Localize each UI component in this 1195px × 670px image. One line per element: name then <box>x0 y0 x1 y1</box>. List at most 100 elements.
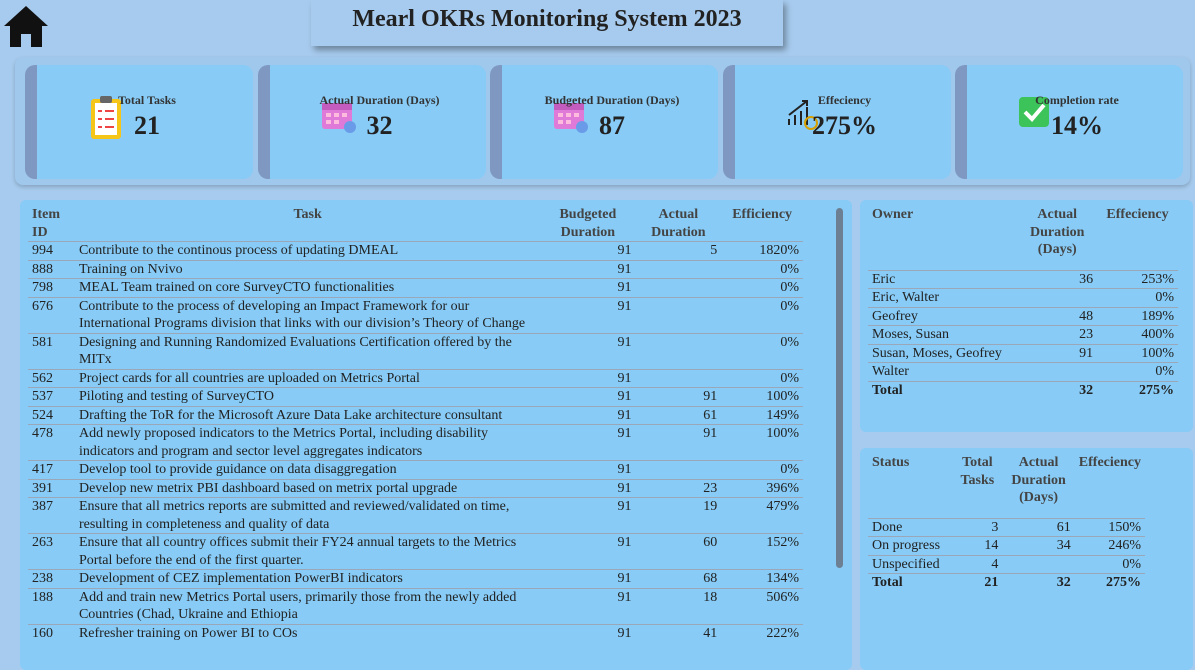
cell: 676 <box>28 296 75 333</box>
cell: 32 <box>1002 573 1075 592</box>
cell: Ensure that all metrics reports are subm… <box>74 497 541 534</box>
cell: 0% <box>721 368 803 388</box>
cell: 23 <box>1017 325 1098 344</box>
cell <box>635 278 722 297</box>
cell: Development of CEZ implementation PowerB… <box>74 569 541 588</box>
column-header: Item ID <box>32 207 60 240</box>
cell: 253% <box>1097 269 1178 289</box>
cell: 0% <box>721 296 803 333</box>
table-row: 562 Project cards for all countries are u… <box>28 368 803 388</box>
cell: Walter <box>868 362 1018 381</box>
cell: 91 <box>540 278 636 297</box>
cell: Total <box>868 573 953 592</box>
cell: Piloting and testing of SurveyCTO <box>74 387 541 406</box>
cell <box>635 368 722 388</box>
cell: 150% <box>1074 517 1145 537</box>
cell: 18 <box>635 587 722 624</box>
cell: 100% <box>1097 343 1178 363</box>
cell: 61 <box>1002 517 1075 537</box>
cell: 60 <box>635 533 722 570</box>
kpi-label: Budgeted Duration (Days) <box>544 93 680 107</box>
cell: 91 <box>540 460 636 479</box>
cell: On progress <box>868 536 953 555</box>
cell: 68 <box>635 569 722 588</box>
kpi-card: Completion rate 14% <box>955 65 1183 179</box>
cell: 417 <box>28 460 75 479</box>
total-row: Total 21 32 275% <box>868 573 1145 592</box>
cell: 32 <box>1017 380 1098 399</box>
cell: 275% <box>1074 573 1145 592</box>
cell: 21 <box>952 573 1003 592</box>
cell <box>1002 554 1075 574</box>
cell: Develop tool to provide guidance on data… <box>74 460 541 479</box>
cell: 91 <box>540 533 636 570</box>
cell <box>1017 288 1098 307</box>
header-row: Status Total Tasks Actual Duration (Days) E… <box>868 448 1145 518</box>
cell: 91 <box>540 332 636 369</box>
cell: 0% <box>1097 288 1178 307</box>
title: Mearl OKRs Monitoring System 2023 <box>311 0 783 46</box>
column-header: Status <box>872 455 910 470</box>
table-row: 888 Training on Nvivo 91 0% <box>28 259 803 279</box>
cell: 19 <box>635 497 722 534</box>
cell: MEAL Team trained on core SurveyCTO func… <box>74 278 541 297</box>
cell: 581 <box>28 332 75 369</box>
cell: Contribute to the continous process of u… <box>74 241 541 260</box>
cell: 23 <box>635 478 722 498</box>
column-header: Actual Duration (Days) <box>1011 455 1066 505</box>
table-row: Done 3 61 150% <box>868 517 1145 537</box>
cell: Project cards for all countries are uplo… <box>74 368 541 388</box>
cell: 275% <box>1097 380 1178 399</box>
table-row: 581 Designing and Running Randomized Eval… <box>28 332 803 369</box>
cell: 506% <box>721 587 803 624</box>
table-row: 417 Develop tool to provide guidance on d… <box>28 460 803 479</box>
kpi-icon <box>787 100 818 130</box>
scrollbar[interactable] <box>836 208 843 568</box>
column-header: Effeciency <box>1106 207 1169 222</box>
table-row: 387 Ensure that all metrics reports are s… <box>28 497 803 534</box>
cell: Contribute to the process of developing … <box>74 296 541 333</box>
kpi-card: Budgeted Duration (Days) 87 <box>490 65 718 179</box>
table-row: 391 Develop new metrix PBI dashboard base… <box>28 478 803 498</box>
kpi-strip: Total Tasks 21 Actual Duration (Days) 32 Bud… <box>15 57 1190 185</box>
cell: Drafting the ToR for the Microsoft Azure… <box>74 405 541 425</box>
column-header: Effeciency <box>1078 455 1141 470</box>
column-header: Total Tasks <box>960 455 995 488</box>
cell: 537 <box>28 387 75 406</box>
table-row: 524 Drafting the ToR for the Microsoft Az… <box>28 405 803 425</box>
home-icon[interactable] <box>3 4 49 48</box>
table-row: Walter 0% <box>868 362 1178 381</box>
table-row: 188 Add and train new Metrics Portal user… <box>28 587 803 624</box>
column-header: Actual Duration <box>651 207 706 240</box>
cell: 91 <box>540 259 636 279</box>
cell: 798 <box>28 278 75 297</box>
cell: Susan, Moses, Geofrey <box>868 343 1018 363</box>
kpi-label: Completion rate <box>1035 93 1119 107</box>
cell: 91 <box>540 497 636 534</box>
cell: Unspecified <box>868 554 953 574</box>
cell: Ensure that all country offices submit t… <box>74 533 541 570</box>
cell: Geofrey <box>868 306 1018 326</box>
kpi-label: Actual Duration (Days) <box>319 93 440 107</box>
cell <box>635 259 722 279</box>
cell: 189% <box>1097 306 1178 326</box>
status-panel: Status Total Tasks Actual Duration (Days) E… <box>860 448 1193 670</box>
cell: 91 <box>635 424 722 461</box>
cell: Refresher training on Power BI to COs <box>74 623 541 642</box>
cell: 91 <box>540 587 636 624</box>
table-row: 537 Piloting and testing of SurveyCTO 91 91… <box>28 387 803 406</box>
kpi-value: 87 <box>599 111 625 140</box>
cell: 479% <box>721 497 803 534</box>
cell: 396% <box>721 478 803 498</box>
cell: 387 <box>28 497 75 534</box>
cell: 48 <box>1017 306 1098 326</box>
cell: 478 <box>28 424 75 461</box>
table: Owner Actual Duration (Days) Effeciency Eri… <box>868 200 1178 399</box>
column-header: Actual Duration (Days) <box>1030 207 1085 257</box>
cell: 4 <box>952 554 1003 574</box>
cell: 100% <box>721 387 803 406</box>
cell: 994 <box>28 241 75 260</box>
cell: 34 <box>1002 536 1075 555</box>
owners-panel: Owner Actual Duration (Days) Effeciency Eri… <box>860 200 1193 432</box>
cell: 1820% <box>721 241 803 260</box>
